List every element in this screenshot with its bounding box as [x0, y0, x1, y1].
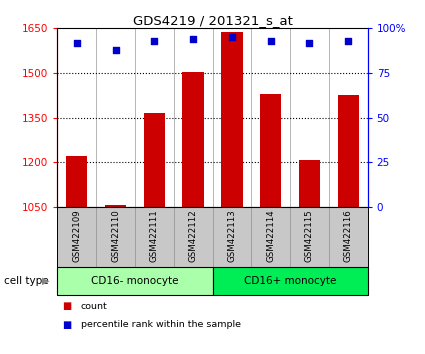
Point [267, 38, 274, 44]
Text: CD16+ monocyte: CD16+ monocyte [244, 276, 336, 286]
Bar [66, 156, 88, 207]
Text: GSM422111: GSM422111 [150, 209, 159, 262]
Text: ■: ■ [62, 301, 71, 311]
Point [345, 38, 351, 44]
Point [151, 38, 158, 44]
Bar [212, 267, 368, 295]
Text: cell type: cell type [4, 276, 49, 286]
Bar [337, 95, 359, 207]
Text: GSM422112: GSM422112 [189, 209, 198, 262]
Text: CD16- monocyte: CD16- monocyte [91, 276, 178, 286]
Text: ▶: ▶ [42, 276, 49, 286]
Text: GSM422109: GSM422109 [72, 209, 81, 262]
Text: GSM422113: GSM422113 [227, 209, 236, 262]
Text: GSM422116: GSM422116 [344, 209, 353, 262]
Text: ■: ■ [62, 320, 71, 330]
Point [112, 47, 119, 53]
Point [229, 34, 235, 40]
Text: count: count [81, 302, 108, 311]
Text: GSM422114: GSM422114 [266, 209, 275, 262]
Text: GSM422110: GSM422110 [111, 209, 120, 262]
Title: GDS4219 / 201321_s_at: GDS4219 / 201321_s_at [133, 14, 292, 27]
Bar [57, 267, 212, 295]
Text: percentile rank within the sample: percentile rank within the sample [81, 320, 241, 329]
Bar [260, 94, 281, 207]
Point [306, 40, 313, 45]
Bar [221, 32, 243, 207]
Text: GSM422115: GSM422115 [305, 209, 314, 262]
Bar [182, 72, 204, 207]
Bar [105, 205, 126, 207]
Point [190, 36, 196, 42]
Bar [144, 113, 165, 207]
Bar [299, 160, 320, 207]
Point [74, 40, 80, 45]
